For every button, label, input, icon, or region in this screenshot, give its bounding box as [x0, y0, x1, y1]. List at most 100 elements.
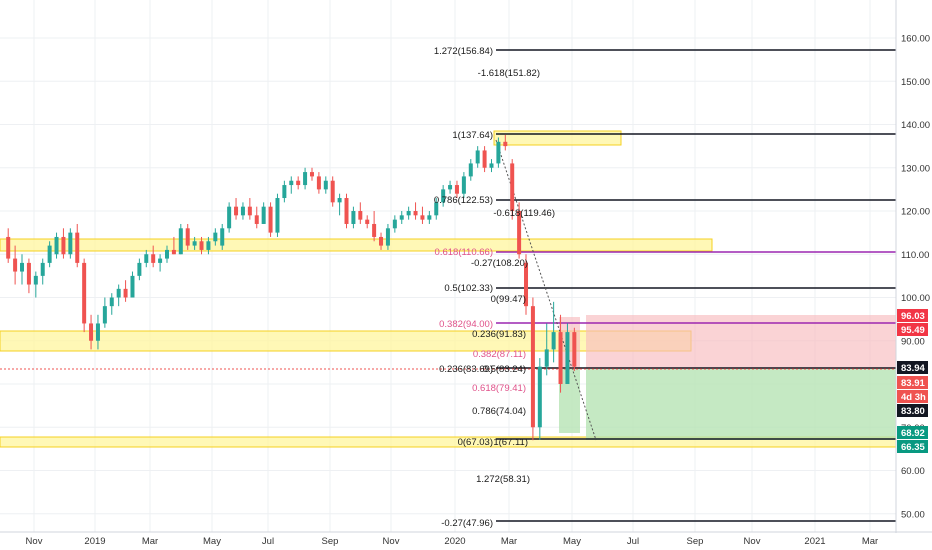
price-tag: [897, 361, 928, 374]
candle: [482, 146, 487, 173]
fib-label: 0.5(102.33): [444, 283, 493, 294]
candle-body: [510, 163, 515, 211]
candle: [220, 223, 225, 250]
y-tick-label: 60.00: [901, 466, 925, 477]
candle-body: [296, 180, 301, 186]
candle-body: [68, 232, 73, 255]
price-tag: [897, 404, 928, 417]
candle-body: [530, 306, 535, 428]
candle: [109, 293, 114, 315]
candle-body: [461, 176, 466, 194]
fib-label: 0.382(87.11): [473, 349, 526, 360]
candle: [123, 280, 128, 302]
candle-body: [379, 236, 384, 246]
x-tick-label: Nov: [383, 536, 400, 547]
reward-zone-2: [586, 369, 896, 440]
candle-body: [427, 215, 432, 220]
fib-label: 0.382(94.00): [439, 319, 493, 330]
candle-body: [75, 232, 80, 263]
candle-body: [26, 262, 31, 285]
candle-body: [303, 172, 308, 186]
candle: [475, 146, 480, 168]
candle: [551, 301, 556, 363]
candle-body: [330, 180, 335, 203]
fib-label: 0.786(74.04): [472, 406, 526, 417]
fib-label: 0.786(122.53): [434, 195, 493, 206]
fib-label: 1.272(156.84): [434, 46, 493, 57]
candle: [116, 284, 121, 307]
fib-label: 0.5(83.24): [483, 364, 526, 375]
y-tick-label: 100.00: [901, 293, 930, 304]
candle: [137, 258, 142, 281]
candle-body: [178, 228, 183, 255]
price-tag-label: 68.92: [901, 428, 925, 439]
candle-body: [13, 258, 18, 272]
candle-body: [413, 211, 418, 216]
candle-body: [468, 163, 473, 177]
candle-body: [503, 141, 508, 147]
candle: [234, 198, 239, 220]
candle: [75, 223, 80, 268]
fib-label: -0.27(108.20): [471, 258, 528, 269]
candle-body: [289, 180, 294, 186]
y-tick-label: 150.00: [901, 77, 930, 88]
x-tick-label: May: [203, 536, 221, 547]
candle: [351, 206, 356, 229]
candle: [61, 228, 66, 259]
candle-body: [537, 366, 542, 428]
candle-body: [385, 228, 390, 246]
candle: [54, 232, 59, 259]
candle: [206, 236, 211, 255]
candle: [151, 245, 156, 268]
candle: [26, 258, 31, 294]
candle-body: [524, 262, 529, 307]
candle: [344, 193, 349, 229]
x-tick-label: Jul: [627, 536, 639, 547]
candle: [33, 271, 38, 298]
candle: [420, 206, 425, 224]
candle-body: [247, 206, 252, 216]
x-tick-label: Nov: [744, 536, 761, 547]
fib-labels: 1.272(156.84) -1.618(151.82) 1(137.64) 0…: [434, 46, 555, 529]
candle: [517, 202, 522, 259]
x-axis[interactable]: Nov 2019 Mar May Jul Sep Nov 2020 Mar Ma…: [0, 531, 932, 550]
candle-body: [261, 206, 266, 224]
candle: [268, 202, 273, 237]
candle-body: [47, 245, 52, 263]
candle-body: [337, 198, 342, 203]
price-tags: 96.03 95.49 83.94 83.91 4d 3h 83.80 68.9…: [897, 309, 928, 453]
candle-body: [475, 150, 480, 164]
candle: [427, 211, 432, 224]
x-tick-label: Mar: [142, 536, 158, 547]
x-tick-label: Sep: [687, 536, 704, 547]
candle: [372, 211, 377, 242]
candle-body: [213, 232, 218, 242]
candle: [537, 358, 542, 440]
candle: [40, 258, 45, 285]
candle-body: [240, 206, 245, 216]
candle-body: [123, 288, 128, 298]
candle: [130, 271, 135, 298]
y-tick-label: 120.00: [901, 207, 930, 218]
candle-body: [89, 323, 94, 341]
y-tick-label: 50.00: [901, 509, 925, 520]
candles: [6, 134, 577, 441]
candle-body: [151, 254, 156, 263]
candle-body: [420, 215, 425, 220]
candle-body: [551, 332, 556, 350]
candle-body: [275, 198, 280, 233]
candle: [254, 206, 259, 229]
candle-body: [406, 211, 411, 216]
candle-body: [95, 323, 100, 341]
horizontal-grid: [0, 37, 896, 515]
fib-label: 0.236(91.83): [472, 329, 526, 340]
candle: [261, 202, 266, 224]
zone-110: [0, 238, 713, 252]
candle: [316, 172, 321, 194]
x-tick-label: 2021: [804, 536, 825, 547]
candle-body: [565, 332, 570, 384]
candle: [496, 137, 501, 168]
fib-label: 0(99.47): [491, 294, 526, 305]
candle-body: [40, 262, 45, 276]
